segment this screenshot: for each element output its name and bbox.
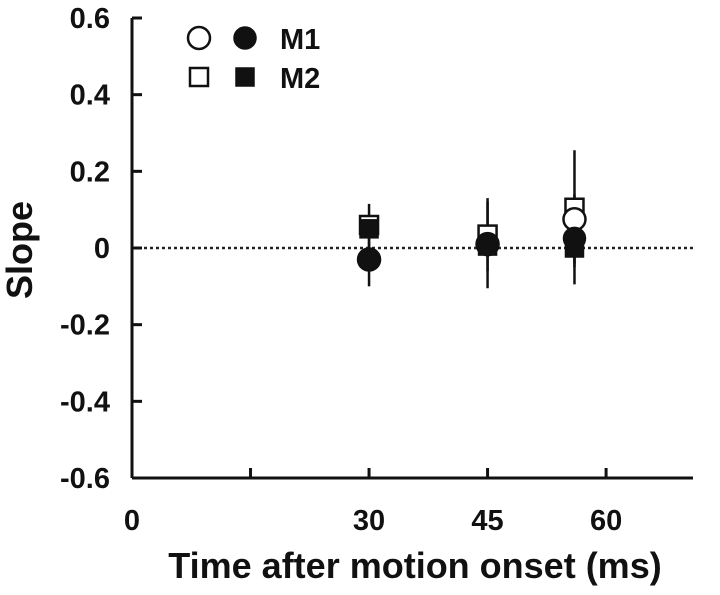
y-tick-label: -0.6	[60, 463, 110, 495]
y-tick-label: -0.2	[60, 310, 110, 342]
legend-marker-filled-circle	[233, 26, 257, 50]
legend-marker-open-circle	[186, 25, 212, 51]
x-tick-label: 45	[471, 505, 503, 537]
x-tick-label: 60	[590, 505, 622, 537]
y-tick-label: -0.4	[60, 386, 110, 418]
y-axis-label: Slope	[0, 201, 40, 299]
data-point-m1-filled-circle	[357, 247, 381, 272]
legend-label: M1	[280, 24, 320, 56]
y-tick-label: 0.6	[70, 3, 110, 35]
x-tick-label: 30	[353, 505, 385, 537]
data-point-m1-filled-circle	[475, 232, 500, 256]
legend-marker-filled-square	[235, 67, 255, 87]
y-tick-label: 0	[94, 233, 110, 265]
y-tick-label: 0.4	[70, 80, 110, 112]
legend-label: M2	[280, 63, 320, 95]
y-tick-label: 0.2	[70, 156, 110, 188]
x-tick-label: 0	[124, 505, 140, 537]
legend-marker-open-square	[188, 66, 210, 88]
x-axis-label: Time after motion onset (ms)	[168, 545, 661, 586]
data-point-m2-filled-square	[359, 219, 379, 239]
data-point-m1-filled-circle	[562, 226, 587, 251]
